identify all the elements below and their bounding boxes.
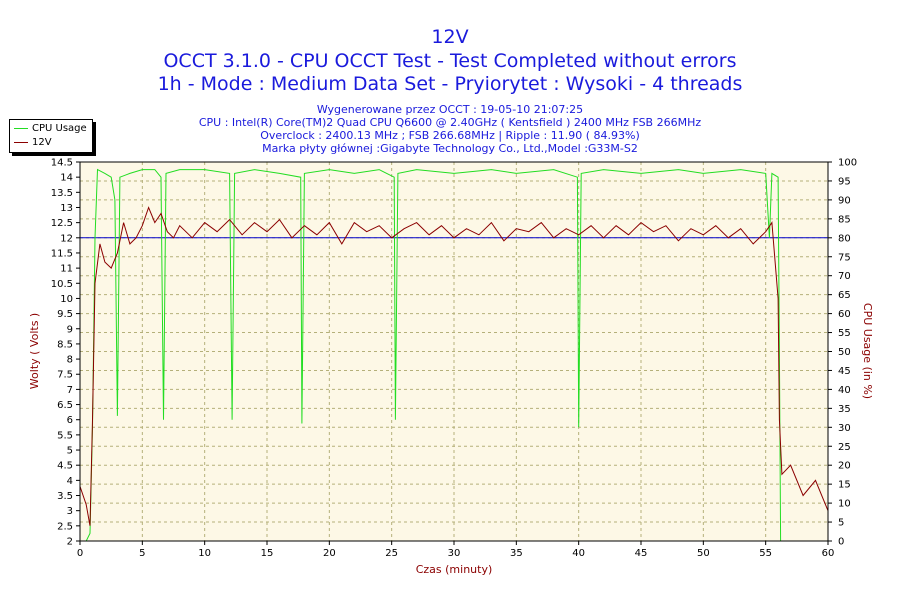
x-tick-label: 5 bbox=[139, 548, 145, 559]
x-tick-label: 55 bbox=[759, 548, 772, 559]
y-axis-left-label: Wolty ( Volts ) bbox=[28, 313, 41, 389]
x-tick-label: 45 bbox=[635, 548, 648, 559]
y-left-tick-label: 9 bbox=[67, 324, 73, 335]
y-right-tick-label: 70 bbox=[838, 271, 851, 282]
y-left-tick-label: 4.5 bbox=[57, 461, 73, 472]
legend-swatch-12v bbox=[14, 141, 28, 143]
y-right-tick-label: 75 bbox=[838, 252, 851, 263]
y-right-tick-label: 15 bbox=[838, 480, 851, 491]
y-left-tick-label: 4 bbox=[67, 476, 73, 487]
y-left-tick-label: 6 bbox=[67, 415, 73, 426]
x-tick-label: 35 bbox=[510, 548, 523, 559]
legend-label-cpu: CPU Usage bbox=[32, 123, 87, 134]
x-tick-label: 15 bbox=[261, 548, 274, 559]
y-right-tick-label: 35 bbox=[838, 404, 851, 415]
y-right-tick-label: 85 bbox=[838, 214, 851, 225]
y-right-tick-label: 10 bbox=[838, 499, 851, 510]
y-right-tick-label: 25 bbox=[838, 442, 851, 453]
y-left-tick-label: 2 bbox=[67, 537, 73, 548]
series-line-cpu-usage bbox=[80, 168, 828, 542]
y-left-tick-label: 10.5 bbox=[51, 279, 73, 290]
series-group bbox=[79, 168, 829, 542]
legend-item-12v: 12V bbox=[14, 137, 52, 148]
y-right-tick-label: 40 bbox=[838, 385, 851, 396]
y-left-tick-label: 14 bbox=[60, 173, 73, 184]
y-left-tick-label: 8 bbox=[67, 355, 73, 366]
x-tick-label: 25 bbox=[385, 548, 398, 559]
x-axis-label: Czas (minuty) bbox=[416, 563, 493, 576]
legend-item-cpu: CPU Usage bbox=[14, 123, 87, 134]
y-axis-right-label: CPU Usage (in %) bbox=[861, 303, 874, 399]
chart-legend: CPU Usage 12V bbox=[9, 119, 93, 153]
y-left-tick-label: 10 bbox=[60, 294, 73, 305]
legend-label-12v: 12V bbox=[32, 137, 52, 148]
chart-title: 12V bbox=[431, 26, 469, 48]
y-left-tick-label: 7.5 bbox=[57, 370, 73, 381]
x-tick-label: 40 bbox=[572, 548, 585, 559]
y-left-tick-label: 3.5 bbox=[57, 491, 73, 502]
y-left-tick-label: 7 bbox=[67, 385, 73, 396]
x-tick-label: 20 bbox=[323, 548, 336, 559]
x-tick-label: 0 bbox=[77, 548, 83, 559]
y-left-tick-label: 11.5 bbox=[51, 248, 73, 259]
y-left-tick-label: 13.5 bbox=[51, 188, 73, 199]
y-left-tick-label: 5 bbox=[67, 446, 73, 457]
y-left-tick-label: 3 bbox=[67, 506, 73, 517]
x-tick-label: 50 bbox=[697, 548, 710, 559]
y-left-tick-label: 2.5 bbox=[57, 521, 73, 532]
y-right-tick-label: 5 bbox=[838, 518, 844, 529]
y-left-tick-label: 11 bbox=[60, 264, 73, 275]
y-left-tick-label: 12.5 bbox=[51, 218, 73, 229]
x-tick-label: 10 bbox=[198, 548, 211, 559]
y-left-tick-label: 5.5 bbox=[57, 430, 73, 441]
y-right-tick-label: 80 bbox=[838, 233, 851, 244]
y-right-tick-label: 0 bbox=[838, 537, 844, 548]
chart-subtitle-mode: 1h - Mode : Medium Data Set - Pryiorytet… bbox=[157, 73, 743, 95]
y-left-tick-label: 8.5 bbox=[57, 339, 73, 350]
y-right-tick-label: 30 bbox=[838, 423, 851, 434]
y-left-tick-label: 9.5 bbox=[57, 309, 73, 320]
x-tick-label: 60 bbox=[822, 548, 835, 559]
y-right-tick-label: 55 bbox=[838, 328, 851, 339]
y-right-tick-label: 50 bbox=[838, 347, 851, 358]
axes-group: 0 5 10 15 20 25 30 35 40 45 50 55 6022.533.544.555.5… bbox=[51, 158, 857, 560]
y-left-tick-label: 6.5 bbox=[57, 400, 73, 411]
info-motherboard: Marka płyty głównej :Gigabyte Technology… bbox=[262, 142, 638, 155]
y-right-tick-label: 65 bbox=[838, 290, 851, 301]
x-tick-label: 30 bbox=[448, 548, 461, 559]
y-right-tick-label: 60 bbox=[838, 309, 851, 320]
info-overclock: Overclock : 2400.13 MHz ; FSB 266.68MHz … bbox=[260, 129, 640, 142]
y-right-tick-label: 45 bbox=[838, 366, 851, 377]
info-generated: Wygenerowane przez OCCT : 19-05-10 21:07… bbox=[316, 103, 584, 116]
y-right-tick-label: 90 bbox=[838, 195, 851, 206]
legend-swatch-cpu bbox=[14, 127, 28, 129]
grid bbox=[80, 162, 828, 541]
info-cpu: CPU : Intel(R) Core(TM)2 Quad CPU Q6600 … bbox=[198, 116, 702, 129]
series-line-12v bbox=[79, 206, 829, 526]
y-right-tick-label: 100 bbox=[838, 158, 857, 169]
y-left-tick-label: 13 bbox=[60, 203, 73, 214]
chart-subtitle-test: OCCT 3.1.0 - CPU OCCT Test - Test Comple… bbox=[163, 50, 737, 72]
y-right-tick-label: 95 bbox=[838, 176, 851, 187]
y-left-tick-label: 14.5 bbox=[51, 158, 73, 169]
y-left-tick-label: 12 bbox=[60, 233, 73, 244]
y-right-tick-label: 20 bbox=[838, 461, 851, 472]
